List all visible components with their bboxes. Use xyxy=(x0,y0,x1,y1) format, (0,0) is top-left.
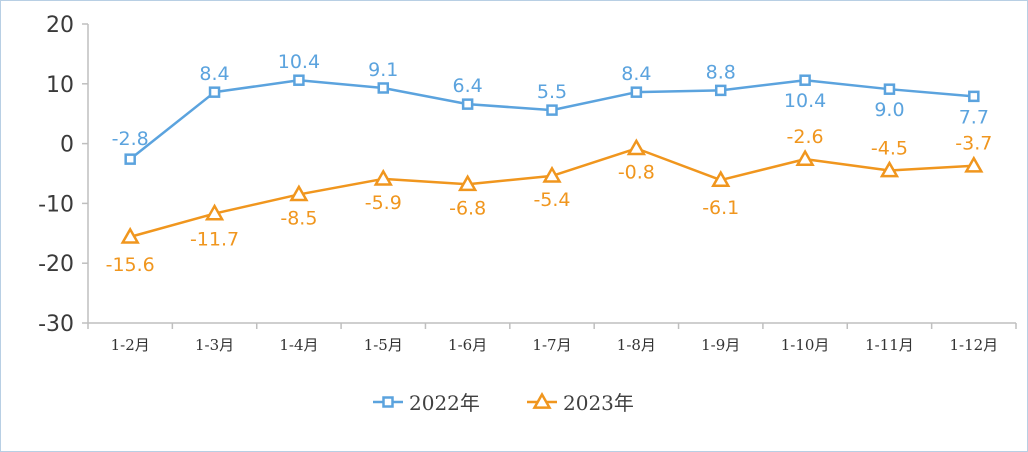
x-tick-label: 1-2月 xyxy=(111,336,150,354)
data-point-2023 xyxy=(964,155,984,173)
data-point-2022 xyxy=(124,153,136,165)
data-label-2023: -2.6 xyxy=(787,126,824,148)
data-point-2023 xyxy=(373,168,393,186)
x-tick-label: 1-3月 xyxy=(195,336,234,354)
data-label-2022: -2.8 xyxy=(112,128,149,150)
legend-label-2022: 2022年 xyxy=(409,391,480,415)
x-tick-label: 1-12月 xyxy=(949,336,998,354)
data-point-2022 xyxy=(883,83,896,95)
data-label-2022: 7.7 xyxy=(959,106,989,128)
data-point-2022 xyxy=(799,74,811,86)
data-label-2023: -4.5 xyxy=(871,138,908,160)
data-label-2022: 6.4 xyxy=(453,75,483,97)
data-label-2022: 10.4 xyxy=(278,51,320,73)
data-label-2022: 10.4 xyxy=(784,90,826,112)
x-tick-label: 1-5月 xyxy=(364,336,403,354)
data-point-2023 xyxy=(542,165,562,183)
data-label-2022: 5.5 xyxy=(537,81,567,103)
x-tick-label: 1-4月 xyxy=(279,336,318,354)
data-point-2023 xyxy=(120,226,140,244)
data-label-2023: -5.4 xyxy=(533,189,570,211)
data-label-2023: -8.5 xyxy=(280,207,317,229)
data-point-2023 xyxy=(457,174,478,192)
data-point-2022 xyxy=(461,98,474,110)
y-tick-label: -20 xyxy=(38,252,74,277)
legend-label-2023: 2023年 xyxy=(563,391,634,415)
data-label-2023: -6.1 xyxy=(702,197,739,219)
y-tick-label: 0 xyxy=(60,133,74,158)
data-label-2022: 9.1 xyxy=(368,59,398,81)
data-point-2023 xyxy=(204,203,225,221)
x-tick-label: 1-7月 xyxy=(532,336,571,354)
data-point-2023 xyxy=(289,184,309,202)
data-point-2022 xyxy=(968,90,980,103)
data-point-2022 xyxy=(630,86,643,98)
data-label-2023: -11.7 xyxy=(190,229,239,251)
data-label-2022: 8.8 xyxy=(706,61,736,83)
data-point-2022 xyxy=(293,74,305,86)
data-label-2023: -3.7 xyxy=(955,133,992,155)
data-point-2023 xyxy=(879,160,900,178)
data-point-2022 xyxy=(714,84,727,97)
data-point-2023 xyxy=(626,138,647,156)
x-tick-label: 1-10月 xyxy=(781,336,830,354)
legend-marker-2023 xyxy=(532,391,552,409)
x-tick-label: 1-8月 xyxy=(617,336,656,354)
y-tick-label: 10 xyxy=(46,73,74,98)
data-label-2023: -6.8 xyxy=(449,197,486,219)
data-point-2023 xyxy=(795,149,815,167)
y-tick-label: 20 xyxy=(46,13,74,38)
y-tick-label: -30 xyxy=(38,312,74,337)
data-label-2023: -15.6 xyxy=(106,254,155,276)
x-tick-label: 1-6月 xyxy=(448,336,487,354)
data-point-2022 xyxy=(208,86,221,98)
data-label-2023: -0.8 xyxy=(618,161,655,183)
y-tick-label: -10 xyxy=(38,192,74,217)
data-point-2022 xyxy=(377,82,390,94)
legend-marker-2022 xyxy=(382,396,394,408)
data-label-2022: 9.0 xyxy=(874,99,904,121)
data-label-2022: 8.4 xyxy=(199,63,229,85)
data-label-2022: 8.4 xyxy=(621,63,651,85)
data-point-2023 xyxy=(711,170,731,187)
data-point-2022 xyxy=(546,104,558,116)
data-label-2023: -5.9 xyxy=(365,192,402,214)
x-tick-label: 1-9月 xyxy=(701,336,740,354)
x-tick-label: 1-11月 xyxy=(865,336,914,354)
